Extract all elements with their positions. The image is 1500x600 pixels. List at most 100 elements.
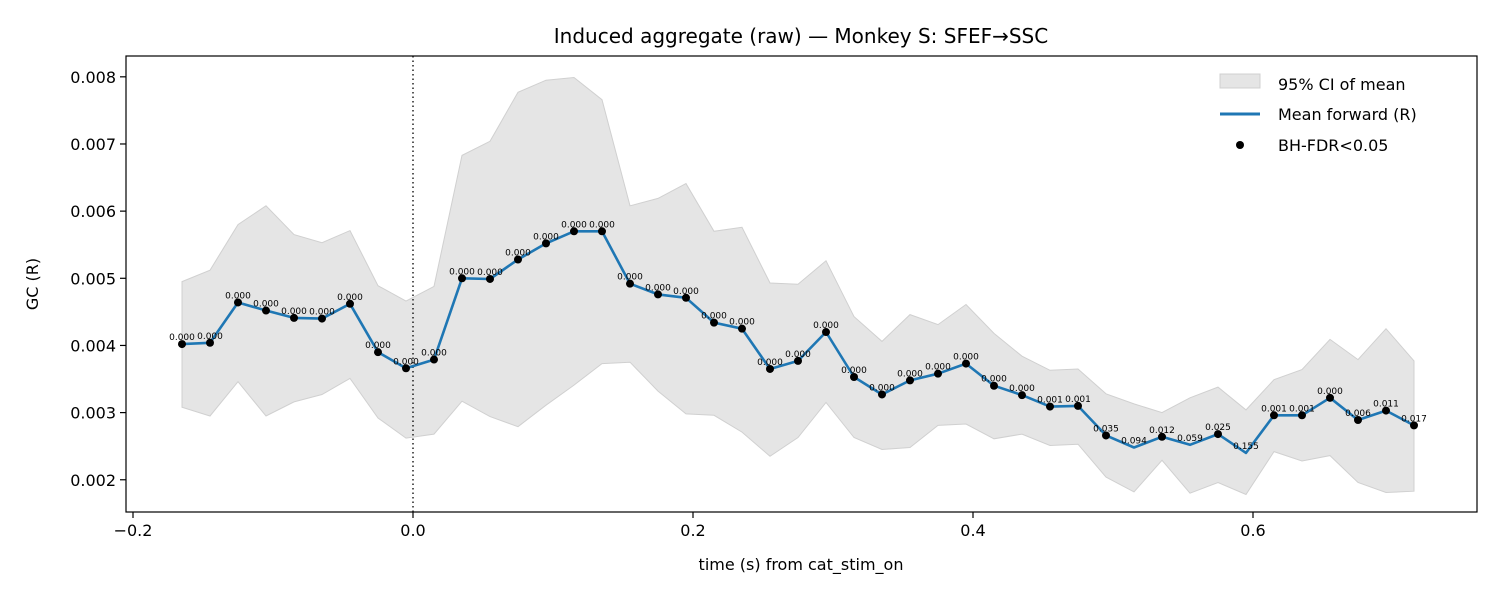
sig-point bbox=[906, 376, 914, 385]
p-value-label: 0.000 bbox=[365, 341, 391, 351]
sig-point bbox=[794, 356, 802, 365]
sig-point bbox=[850, 373, 858, 382]
p-value-label: 0.000 bbox=[925, 363, 951, 373]
p-value-label: 0.000 bbox=[1009, 384, 1035, 394]
p-value-label: 0.000 bbox=[617, 273, 643, 283]
sig-point bbox=[766, 364, 774, 373]
sig-point bbox=[1326, 393, 1334, 402]
sig-point bbox=[430, 355, 438, 364]
p-value-label: 0.001 bbox=[1065, 395, 1091, 405]
sig-point bbox=[1298, 411, 1306, 420]
y-axis-label: GC (R) bbox=[23, 258, 42, 310]
p-value-label: 0.000 bbox=[841, 366, 867, 376]
p-value-label: 0.000 bbox=[281, 307, 307, 317]
p-value-label: 0.000 bbox=[645, 283, 671, 293]
p-value-label: 0.001 bbox=[1261, 404, 1287, 414]
sig-point bbox=[1214, 430, 1222, 439]
p-value-label: 0.000 bbox=[253, 300, 279, 310]
sig-point bbox=[1410, 421, 1418, 430]
y-tick-label: 0.008 bbox=[70, 68, 116, 87]
p-value-label: 0.059 bbox=[1177, 434, 1203, 444]
sig-point bbox=[1046, 402, 1054, 411]
p-value-label: 0.000 bbox=[393, 357, 419, 367]
p-value-label: 0.155 bbox=[1233, 442, 1259, 452]
sig-point bbox=[290, 313, 298, 322]
sig-point bbox=[990, 381, 998, 390]
y-tick-label: 0.003 bbox=[70, 404, 116, 423]
p-value-label: 0.000 bbox=[197, 332, 223, 342]
sig-point bbox=[1354, 415, 1362, 424]
p-value-label: 0.011 bbox=[1373, 400, 1399, 410]
legend-label-sig: BH-FDR<0.05 bbox=[1278, 136, 1388, 155]
sig-point bbox=[1018, 391, 1026, 400]
x-axis-label: time (s) from cat_stim_on bbox=[699, 555, 904, 575]
x-tick-label: 0.4 bbox=[960, 521, 985, 540]
p-value-label: 0.017 bbox=[1401, 414, 1427, 424]
sig-point bbox=[598, 227, 606, 236]
y-tick-label: 0.007 bbox=[70, 135, 116, 154]
p-value-label: 0.000 bbox=[953, 353, 979, 363]
p-value-label: 0.094 bbox=[1121, 437, 1147, 447]
sig-point bbox=[1270, 411, 1278, 420]
p-value-label: 0.000 bbox=[701, 312, 727, 322]
p-value-label: 0.000 bbox=[309, 308, 335, 318]
legend-label-mean: Mean forward (R) bbox=[1278, 105, 1417, 124]
sig-point bbox=[234, 298, 242, 307]
p-value-label: 0.000 bbox=[337, 293, 363, 303]
p-value-label: 0.000 bbox=[897, 369, 923, 379]
p-value-label: 0.035 bbox=[1093, 424, 1119, 434]
p-value-label: 0.000 bbox=[169, 333, 195, 343]
sig-point bbox=[878, 390, 886, 399]
sig-point bbox=[738, 324, 746, 333]
sig-point bbox=[934, 369, 942, 378]
sig-point bbox=[682, 293, 690, 302]
p-value-label: 0.000 bbox=[421, 349, 447, 359]
p-value-label: 0.000 bbox=[813, 321, 839, 331]
sig-point bbox=[626, 279, 634, 288]
x-tick-label: 0.0 bbox=[400, 521, 425, 540]
sig-point bbox=[514, 255, 522, 264]
y-tick-label: 0.005 bbox=[70, 269, 116, 288]
sig-point bbox=[1158, 432, 1166, 441]
legend-swatch-sig bbox=[1236, 141, 1244, 149]
sig-point bbox=[654, 290, 662, 299]
sig-point bbox=[486, 274, 494, 283]
legend-swatch-ci bbox=[1219, 73, 1261, 89]
y-tick-label: 0.006 bbox=[70, 202, 116, 221]
p-value-label: 0.000 bbox=[561, 220, 587, 230]
sig-point bbox=[542, 239, 550, 248]
legend-label-ci: 95% CI of mean bbox=[1278, 75, 1406, 94]
p-value-label: 0.000 bbox=[589, 220, 615, 230]
y-tick-label: 0.004 bbox=[70, 336, 116, 355]
ci-band bbox=[181, 76, 1415, 496]
p-value-label: 0.000 bbox=[225, 291, 251, 301]
x-tick-label: 0.6 bbox=[1240, 521, 1265, 540]
sig-point bbox=[178, 340, 186, 349]
p-value-label: 0.000 bbox=[505, 248, 531, 258]
p-value-label: 0.006 bbox=[1345, 409, 1371, 419]
sig-point bbox=[346, 299, 354, 308]
p-value-label: 0.000 bbox=[729, 318, 755, 328]
sig-point bbox=[1102, 431, 1110, 440]
sig-point bbox=[710, 318, 718, 327]
x-tick-label: −0.2 bbox=[114, 521, 153, 540]
p-value-label: 0.025 bbox=[1205, 423, 1231, 433]
p-value-label: 0.000 bbox=[981, 375, 1007, 385]
p-value-label: 0.000 bbox=[869, 383, 895, 393]
sig-point bbox=[1074, 401, 1082, 410]
p-value-label: 0.000 bbox=[1317, 387, 1343, 397]
p-value-label: 0.001 bbox=[1037, 396, 1063, 406]
p-value-label: 0.001 bbox=[1289, 404, 1315, 414]
p-value-label: 0.000 bbox=[673, 287, 699, 297]
y-tick-label: 0.002 bbox=[70, 471, 116, 490]
sig-point bbox=[374, 348, 382, 357]
plot-frame bbox=[125, 55, 1478, 513]
p-value-label: 0.000 bbox=[533, 232, 559, 242]
sig-point bbox=[206, 338, 214, 347]
sig-point bbox=[962, 359, 970, 368]
p-value-label: 0.000 bbox=[757, 358, 783, 368]
p-value-label: 0.000 bbox=[785, 350, 811, 360]
sig-point bbox=[402, 364, 410, 373]
